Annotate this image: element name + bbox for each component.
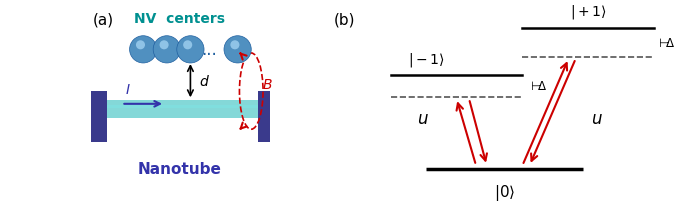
Polygon shape xyxy=(107,101,274,119)
Circle shape xyxy=(129,37,157,64)
Text: $\vdash\!\!\!\Delta$: $\vdash\!\!\!\Delta$ xyxy=(656,36,675,49)
Circle shape xyxy=(230,41,240,50)
Text: ...: ... xyxy=(201,41,217,59)
Circle shape xyxy=(183,41,192,50)
Text: NV  centers: NV centers xyxy=(134,12,225,26)
Circle shape xyxy=(224,37,251,64)
Text: (a): (a) xyxy=(92,12,114,27)
Text: $|0\rangle$: $|0\rangle$ xyxy=(494,182,515,202)
Text: $\vdash\!\!\!\Delta$: $\vdash\!\!\!\Delta$ xyxy=(527,80,547,93)
Text: Nanotube: Nanotube xyxy=(138,162,221,177)
Text: (b): (b) xyxy=(334,12,355,27)
Text: $u$: $u$ xyxy=(416,110,429,128)
Circle shape xyxy=(160,41,169,50)
Circle shape xyxy=(136,41,145,50)
Circle shape xyxy=(153,37,180,64)
Bar xyxy=(258,92,274,142)
Text: $d$: $d$ xyxy=(199,73,210,88)
Text: $|+1\rangle$: $|+1\rangle$ xyxy=(570,3,607,21)
Circle shape xyxy=(177,37,204,64)
Text: $u$: $u$ xyxy=(591,110,603,128)
Text: $B$: $B$ xyxy=(262,78,273,91)
Text: $I$: $I$ xyxy=(125,82,131,96)
Text: $|-1\rangle$: $|-1\rangle$ xyxy=(408,50,445,68)
Polygon shape xyxy=(107,105,274,109)
Bar xyxy=(90,92,107,142)
